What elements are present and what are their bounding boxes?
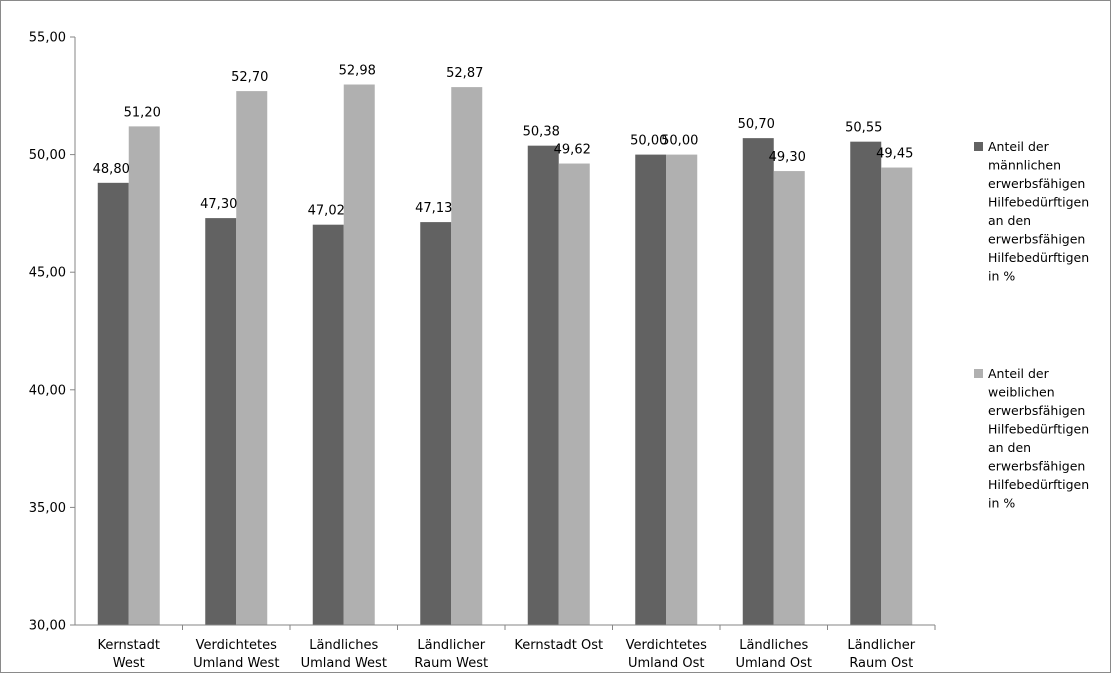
data-label: 52,98 bbox=[339, 64, 376, 79]
data-labels: 48,80 51,20 47,30 52,70 47,02 52,98 47,13 52,87… bbox=[93, 64, 914, 219]
bar bbox=[773, 171, 805, 625]
category-label: Umland West bbox=[193, 656, 279, 671]
category-label: Ländlicher bbox=[847, 638, 915, 653]
legend-label: weiblichen bbox=[988, 385, 1055, 400]
category-label: West bbox=[113, 656, 145, 671]
legend-swatch bbox=[974, 142, 983, 151]
bar bbox=[666, 154, 698, 625]
data-label: 49,45 bbox=[876, 147, 913, 162]
category-label: Verdichtetes bbox=[196, 638, 277, 653]
bars bbox=[97, 84, 913, 626]
legend-label: in % bbox=[988, 269, 1015, 284]
legend-swatch bbox=[974, 369, 983, 378]
bar bbox=[558, 163, 590, 625]
y-tick-label: 55,00 bbox=[29, 31, 66, 46]
bar bbox=[527, 145, 559, 625]
category-label: Kernstadt Ost bbox=[514, 638, 603, 653]
bar bbox=[236, 91, 268, 625]
legend-label: Hilfebedürftigen bbox=[988, 250, 1089, 265]
y-tick-label: 35,00 bbox=[29, 501, 66, 516]
data-label: 47,30 bbox=[200, 197, 237, 212]
data-label: 52,70 bbox=[231, 70, 268, 85]
data-label: 49,62 bbox=[554, 143, 591, 158]
data-label: 52,87 bbox=[446, 66, 483, 81]
bar bbox=[742, 138, 774, 626]
data-label: 47,02 bbox=[308, 204, 345, 219]
legend-label: Hilfebedürftigen bbox=[988, 195, 1089, 210]
data-label: 50,55 bbox=[845, 121, 882, 136]
y-axis-ticks: 30,00 35,00 40,00 45,00 50,00 55,00 bbox=[29, 31, 75, 634]
data-label: 50,38 bbox=[523, 125, 560, 140]
category-label: Ländliches bbox=[309, 638, 378, 653]
category-label: Ländliches bbox=[739, 638, 808, 653]
bar bbox=[343, 84, 375, 626]
bar bbox=[128, 126, 160, 625]
legend-label: erwerbsfähigen bbox=[988, 459, 1085, 474]
category-label: Verdichtetes bbox=[626, 638, 707, 653]
bar bbox=[635, 154, 667, 625]
legend-label: erwerbsfähigen bbox=[988, 232, 1085, 247]
legend-label: Anteil der bbox=[988, 139, 1050, 154]
legend-label: an den bbox=[988, 440, 1031, 455]
bar bbox=[451, 87, 483, 626]
category-label: Raum Ost bbox=[849, 656, 913, 671]
y-tick-label: 45,00 bbox=[29, 266, 66, 281]
data-label: 47,13 bbox=[415, 201, 452, 216]
bar bbox=[850, 141, 882, 625]
data-label: 50,00 bbox=[661, 134, 698, 149]
legend-label: Anteil der bbox=[988, 366, 1050, 381]
legend-label: erwerbsfähigen bbox=[988, 176, 1085, 191]
data-label: 51,20 bbox=[124, 105, 161, 120]
category-label: Raum West bbox=[414, 656, 488, 671]
bar bbox=[420, 222, 452, 625]
data-label: 50,00 bbox=[630, 134, 667, 149]
legend-label: erwerbsfähigen bbox=[988, 403, 1085, 418]
y-tick-label: 50,00 bbox=[29, 148, 66, 163]
category-label: Umland Ost bbox=[628, 656, 704, 671]
legend-label: männlichen bbox=[988, 158, 1061, 173]
legend-label: an den bbox=[988, 213, 1031, 228]
legend-label: Hilfebedürftigen bbox=[988, 477, 1089, 492]
data-label: 50,70 bbox=[738, 117, 775, 132]
x-axis-category-labels: Kernstadt West Verdichtetes Umland West Länd… bbox=[98, 625, 936, 671]
bar bbox=[881, 167, 913, 625]
legend-label: Hilfebedürftigen bbox=[988, 422, 1089, 437]
bar bbox=[97, 182, 129, 625]
category-label: Umland West bbox=[301, 656, 387, 671]
category-label: Ländlicher bbox=[417, 638, 485, 653]
y-tick-label: 40,00 bbox=[29, 383, 66, 398]
legend: Anteil der männlichen erwerbsfähigen Hilfeb… bbox=[974, 139, 1089, 511]
category-label: Kernstadt bbox=[98, 638, 160, 653]
data-label: 48,80 bbox=[93, 162, 130, 177]
bar bbox=[205, 218, 237, 625]
bar bbox=[312, 224, 344, 625]
legend-label: in % bbox=[988, 496, 1015, 511]
data-label: 49,30 bbox=[769, 150, 806, 165]
category-label: Umland Ost bbox=[736, 656, 812, 671]
y-tick-label: 30,00 bbox=[29, 619, 66, 634]
